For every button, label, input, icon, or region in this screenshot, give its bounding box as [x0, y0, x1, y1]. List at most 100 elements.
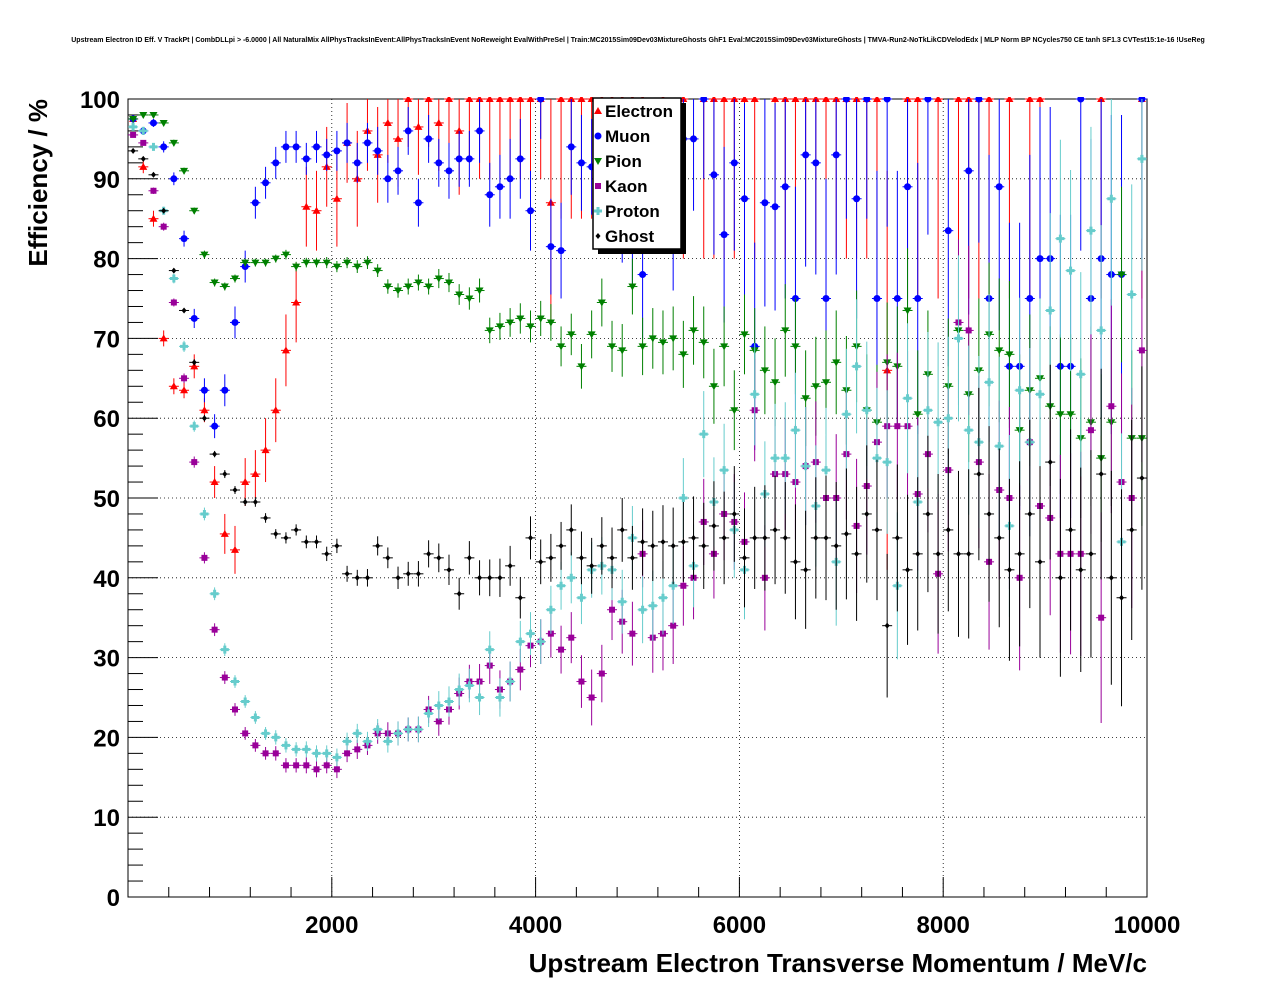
data-point — [140, 155, 146, 162]
data-point — [567, 331, 576, 339]
data-point — [699, 339, 708, 347]
data-point — [1047, 459, 1053, 466]
data-point — [160, 223, 167, 230]
data-point — [210, 589, 219, 598]
data-point — [383, 118, 392, 126]
data-point — [507, 562, 513, 569]
data-point — [709, 383, 718, 391]
data-point — [190, 314, 198, 322]
data-point — [495, 323, 504, 331]
data-point — [1076, 370, 1085, 379]
data-point — [129, 122, 138, 131]
legend-label-electron: Electron — [605, 102, 673, 121]
data-point — [212, 451, 218, 458]
data-point — [609, 554, 615, 561]
data-point — [721, 534, 727, 541]
data-point — [679, 351, 688, 359]
data-point — [710, 171, 718, 179]
data-point — [293, 526, 299, 533]
data-point — [375, 542, 381, 549]
data-point — [161, 207, 167, 214]
data-point — [271, 255, 280, 263]
data-point — [476, 127, 484, 135]
data-point — [1066, 266, 1075, 275]
data-point — [557, 247, 565, 255]
data-point — [313, 766, 320, 773]
data-point — [964, 426, 973, 435]
data-point — [1066, 411, 1075, 419]
data-point — [731, 510, 737, 517]
data-point — [487, 574, 493, 581]
data-point — [516, 637, 525, 646]
data-point — [180, 342, 189, 351]
data-point — [791, 343, 800, 351]
data-point — [893, 295, 901, 302]
data-point — [548, 554, 554, 561]
data-point — [230, 275, 239, 283]
data-point — [190, 207, 199, 215]
data-point — [894, 534, 900, 541]
data-point — [812, 159, 820, 167]
data-point — [130, 147, 136, 154]
data-point — [914, 295, 922, 302]
legend-box — [592, 97, 682, 250]
data-point — [864, 510, 870, 517]
data-point — [282, 143, 290, 151]
data-point — [1015, 386, 1024, 395]
data-point — [944, 414, 953, 423]
data-point — [740, 331, 749, 339]
data-point — [527, 207, 535, 215]
data-point — [526, 323, 535, 331]
data-point — [822, 466, 831, 475]
data-point — [832, 359, 841, 367]
data-point — [230, 677, 239, 686]
data-point — [353, 729, 362, 738]
data-point — [658, 593, 667, 602]
data-point — [404, 283, 413, 291]
data-point — [658, 339, 667, 347]
data-point — [1117, 271, 1126, 279]
data-point — [803, 566, 809, 573]
data-point — [813, 534, 819, 541]
y-tick-labels: 0 10 20 30 40 50 60 70 80 90 100 — [80, 87, 120, 912]
data-point — [750, 97, 759, 102]
data-point — [455, 685, 464, 694]
data-point — [465, 155, 473, 163]
data-point — [159, 119, 168, 127]
data-point — [904, 183, 912, 191]
data-point — [242, 498, 248, 505]
data-point — [842, 410, 851, 419]
data-point — [261, 446, 270, 454]
data-point — [495, 97, 504, 102]
data-point — [200, 509, 209, 518]
data-point — [191, 359, 197, 366]
data-point — [740, 195, 748, 203]
data-point — [843, 530, 849, 537]
data-point — [629, 630, 636, 637]
y-tick-label: 20 — [93, 725, 120, 752]
data-point — [314, 538, 320, 545]
data-point — [995, 442, 1004, 451]
data-point — [1107, 194, 1116, 203]
data-point — [945, 526, 951, 533]
data-point — [1137, 154, 1146, 163]
data-point — [261, 259, 270, 267]
data-point — [996, 534, 1002, 541]
data-series — [128, 97, 1147, 779]
data-point — [700, 97, 708, 103]
data-point — [323, 762, 330, 769]
data-point — [691, 534, 697, 541]
data-point — [577, 159, 585, 167]
data-point — [781, 327, 790, 335]
data-point — [434, 118, 443, 126]
data-point — [1037, 558, 1043, 565]
data-point — [966, 550, 972, 557]
data-point — [475, 693, 484, 702]
data-point — [415, 570, 421, 577]
data-point — [395, 574, 401, 581]
data-point — [436, 554, 442, 561]
data-point — [1025, 97, 1034, 102]
data-point — [913, 411, 922, 419]
data-point — [1108, 403, 1115, 410]
data-point — [465, 295, 474, 303]
